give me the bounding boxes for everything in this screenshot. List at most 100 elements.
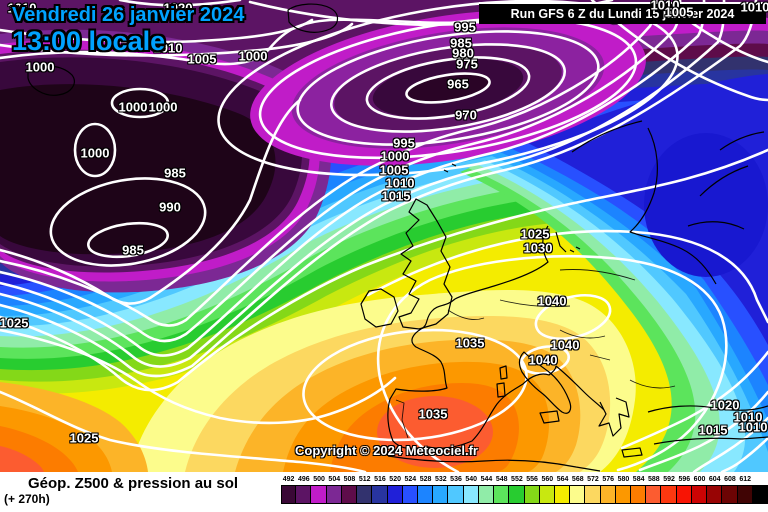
scale-block [509, 485, 525, 504]
coast-ireland [360, 288, 399, 328]
isobar-label: 995 [454, 19, 476, 35]
isobar-label: 1030 [523, 240, 553, 256]
scale-block [387, 485, 403, 504]
scale-block [494, 485, 510, 504]
scale-block [463, 485, 479, 504]
scale-block [539, 485, 555, 504]
isobar-label: 1005 [664, 4, 694, 20]
scale-value: 524 [404, 476, 417, 483]
scale-value: 520 [389, 476, 401, 483]
coast-italy [518, 351, 572, 414]
coast-gulf-finland [687, 221, 745, 230]
scale-value: 532 [434, 476, 447, 483]
isobar-label: 1010 [733, 409, 763, 425]
coast-baltic-ne [719, 131, 765, 151]
scale-block [417, 485, 434, 504]
scale-block [433, 485, 449, 504]
coast-shetland [443, 163, 457, 173]
scale-block [372, 485, 388, 504]
scale-value: 544 [480, 476, 493, 483]
date-overlay: Vendredi 26 janvier 2024 13:00 locale [12, 4, 244, 57]
isobar-label: 1000 [25, 59, 55, 75]
scale-value: 592 [663, 476, 675, 483]
isobar-label: 1010 [153, 40, 183, 56]
scale-block [341, 485, 358, 504]
scale-value: 600 [693, 476, 706, 483]
isobar-label: 1025 [520, 226, 550, 242]
isobar-label: 1025 [0, 315, 29, 331]
scale-value: 612 [739, 476, 752, 483]
scale-block [646, 485, 662, 504]
scale-block [737, 485, 753, 504]
isobar-label: 1000 [238, 48, 268, 64]
scale-value: 568 [571, 476, 584, 483]
copyright-label: Copyright © 2024 Meteociel.fr [295, 443, 478, 458]
scale-value: 564 [556, 476, 569, 483]
map-title: Géop. Z500 & pression au sol [28, 475, 239, 492]
isobar-label: 1010 [740, 0, 768, 15]
isobar-label: 1010 [385, 175, 415, 191]
scale-block [615, 485, 632, 504]
coast-balkans [555, 365, 605, 411]
scale-block [631, 485, 647, 504]
scale-block [296, 485, 312, 504]
isobar-label: 1040 [528, 352, 558, 368]
scale-value: 504 [328, 476, 341, 483]
scale-block [570, 485, 586, 504]
scale-value: 576 [602, 476, 615, 483]
coast-sardinia [496, 382, 506, 398]
scale-value: 552 [511, 476, 523, 483]
scale-value: 584 [632, 476, 645, 483]
color-scale-values: 492 496 500 504 508 512 516 520 524 528 532 536 540 5… [281, 475, 768, 484]
scale-block [311, 485, 327, 504]
isobar-label: 990 [159, 199, 181, 215]
scale-value: 596 [678, 476, 691, 483]
scale-block [752, 485, 768, 504]
coast-sicily [539, 410, 560, 424]
isobar-contours [0, 0, 768, 472]
scale-value: 548 [495, 476, 508, 483]
scale-value: 540 [465, 476, 478, 483]
forecast-hour-label: (+ 270h) [4, 492, 50, 506]
scale-block [585, 485, 601, 504]
scale-block [676, 485, 692, 504]
coastlines [27, 3, 768, 472]
scale-value: 556 [526, 476, 538, 483]
isobar-label: 965 [447, 76, 469, 92]
coast-iceland [287, 3, 339, 33]
scale-value: 516 [374, 476, 386, 483]
scale-block [402, 485, 418, 504]
coast-norway [571, 120, 643, 153]
coast-denmark [555, 231, 581, 253]
border-iberia [395, 399, 409, 439]
isobar-label: 1035 [455, 335, 485, 351]
scale-block [707, 485, 723, 504]
forecast-map: 1010 1020 1010 1005 1000 1000 1000 1000 1000 985 9… [0, 0, 768, 472]
isobar-label: 1040 [550, 337, 580, 353]
isobar-label: 1020 [710, 397, 740, 413]
coast-continent [387, 225, 557, 450]
coast-greece [598, 397, 630, 437]
scale-value: 604 [708, 476, 721, 483]
scale-block [281, 485, 297, 504]
coast-greenland [27, 65, 75, 96]
isobar-labels-layer: 1010 1020 1010 1005 1000 1000 1000 1000 1000 985 9… [0, 0, 768, 446]
isobar-label: 1025 [69, 430, 99, 446]
isobar-label: 1010 [650, 0, 680, 13]
scale-block [357, 485, 373, 504]
isobar-label: 1010 [738, 419, 768, 435]
isobar-label: 985 [450, 35, 472, 51]
border-france-east [447, 309, 485, 321]
isobar-label: 985 [164, 165, 186, 181]
isobar-label: 1000 [148, 99, 178, 115]
run-info-box: Run GFS 6 Z du Lundi 15 janvier 2024 [479, 2, 766, 24]
scale-value: 560 [541, 476, 554, 483]
date-label: Vendredi 26 janvier 2024 [12, 4, 245, 26]
coast-turkey-south [653, 436, 768, 445]
scale-value: 580 [617, 476, 630, 483]
coast-sweden-baltic [629, 127, 717, 285]
isobar-label: 995 [393, 135, 415, 151]
run-info-label: Run GFS 6 Z du Lundi 15 janvier 2024 [510, 7, 735, 21]
isobar-label: 1000 [80, 145, 110, 161]
isobar-label: 1005 [379, 162, 409, 178]
